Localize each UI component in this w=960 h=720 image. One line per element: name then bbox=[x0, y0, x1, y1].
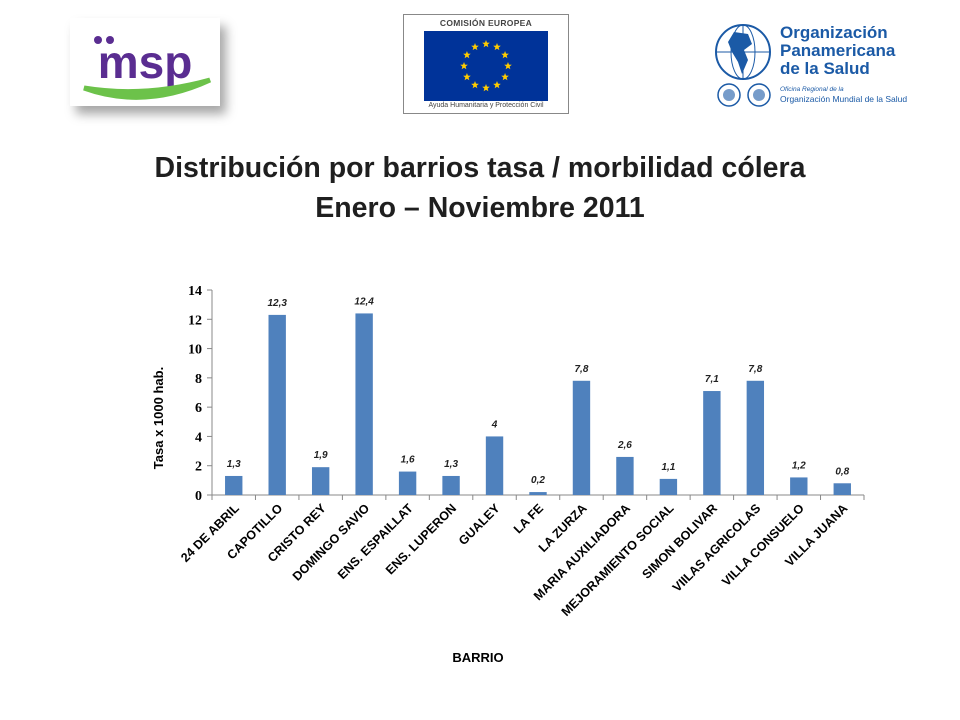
bar bbox=[790, 477, 808, 495]
bar bbox=[268, 314, 286, 495]
x-tick-label: VILLA CONSUELO bbox=[719, 501, 807, 589]
eu-star-icon bbox=[501, 51, 509, 59]
y-tick-label: 10 bbox=[188, 343, 202, 358]
x-tick-label: LA FE bbox=[511, 501, 546, 536]
eu-star-icon bbox=[482, 84, 490, 92]
y-tick-label: 12 bbox=[188, 313, 202, 328]
data-label: 4 bbox=[491, 419, 498, 430]
title-line-2: Enero – Noviembre 2011 bbox=[315, 192, 645, 224]
data-label: 2,6 bbox=[617, 440, 632, 451]
eu-star-icon bbox=[460, 62, 468, 70]
y-axis-title: Tasa x 1000 hab. bbox=[151, 367, 166, 469]
x-tick-label: GUALEY bbox=[456, 501, 503, 548]
x-tick-label: DOMINGO SAVIO bbox=[290, 501, 373, 584]
eu-star-icon bbox=[501, 73, 509, 81]
data-label: 12,4 bbox=[354, 296, 374, 307]
eu-star-icon bbox=[471, 42, 479, 51]
y-tick-label: 4 bbox=[195, 430, 202, 445]
data-label: 1,6 bbox=[401, 455, 415, 466]
eu-star-icon bbox=[493, 42, 501, 51]
bar bbox=[703, 391, 721, 495]
data-label: 0,2 bbox=[531, 475, 545, 486]
ops-who-label: Organización Mundial de la Salud bbox=[780, 94, 908, 104]
msp-logo: msp bbox=[70, 18, 220, 106]
data-label: 0,8 bbox=[835, 466, 849, 477]
data-label: 1,9 bbox=[314, 450, 328, 461]
eu-star-icon bbox=[482, 40, 490, 48]
ec-subtitle: Ayuda Humanitaria y Protección Civil bbox=[428, 102, 544, 109]
eu-star-icon bbox=[463, 51, 471, 59]
ec-title: COMISIÓN EUROPEA bbox=[439, 18, 533, 28]
y-tick-label: 6 bbox=[195, 401, 202, 416]
seals-icon bbox=[717, 83, 771, 107]
data-label: 12,3 bbox=[267, 298, 287, 309]
x-tick-label: ENS. ESPAILLAT bbox=[335, 501, 416, 582]
ops-name: Organización Panamericana de la Salud bbox=[780, 23, 896, 78]
data-label: 1,3 bbox=[227, 459, 241, 470]
y-tick-label: 8 bbox=[195, 372, 202, 387]
bar bbox=[529, 492, 547, 495]
y-tick-label: 14 bbox=[188, 284, 202, 299]
data-label: 1,1 bbox=[661, 462, 675, 473]
bar bbox=[311, 467, 330, 495]
ops-regional-office-label: Oficina Regional de la bbox=[780, 86, 844, 93]
bar bbox=[616, 456, 634, 495]
y-tick-label: 2 bbox=[195, 460, 202, 475]
data-label: 1,3 bbox=[444, 459, 458, 470]
bar bbox=[442, 475, 460, 495]
data-label: 1,2 bbox=[792, 460, 806, 471]
title-line-1: Distribución por barrios tasa / morbilid… bbox=[154, 152, 806, 184]
bar bbox=[485, 436, 504, 495]
eu-star-icon bbox=[504, 62, 512, 70]
eu-star-icon bbox=[463, 73, 471, 81]
page-title: Distribución por barrios tasa / morbilid… bbox=[0, 148, 960, 228]
bar bbox=[398, 471, 417, 495]
bar bbox=[355, 313, 373, 495]
eu-star-icon bbox=[471, 81, 479, 89]
x-axis-title: BARRIO bbox=[452, 650, 503, 665]
x-tick-label: SIMON BOLIVAR bbox=[640, 501, 720, 581]
bar bbox=[572, 380, 591, 495]
y-tick-label: 0 bbox=[195, 489, 202, 504]
bar bbox=[746, 380, 765, 495]
globe-icon bbox=[715, 24, 771, 80]
eu-flag-icon bbox=[424, 31, 548, 101]
bar bbox=[225, 475, 243, 495]
svg-text:msp: msp bbox=[98, 36, 193, 88]
european-commission-logo: COMISIÓN EUROPEA Ayuda Humanitaria y Pro… bbox=[403, 14, 569, 114]
bar bbox=[833, 483, 851, 495]
data-label: 7,8 bbox=[748, 364, 762, 375]
ops-logo: Organización Panamericana de la Salud Of… bbox=[712, 18, 934, 114]
eu-star-icon bbox=[493, 81, 501, 89]
bar bbox=[659, 478, 678, 495]
data-label: 7,1 bbox=[705, 374, 719, 385]
data-label: 7,8 bbox=[575, 364, 589, 375]
